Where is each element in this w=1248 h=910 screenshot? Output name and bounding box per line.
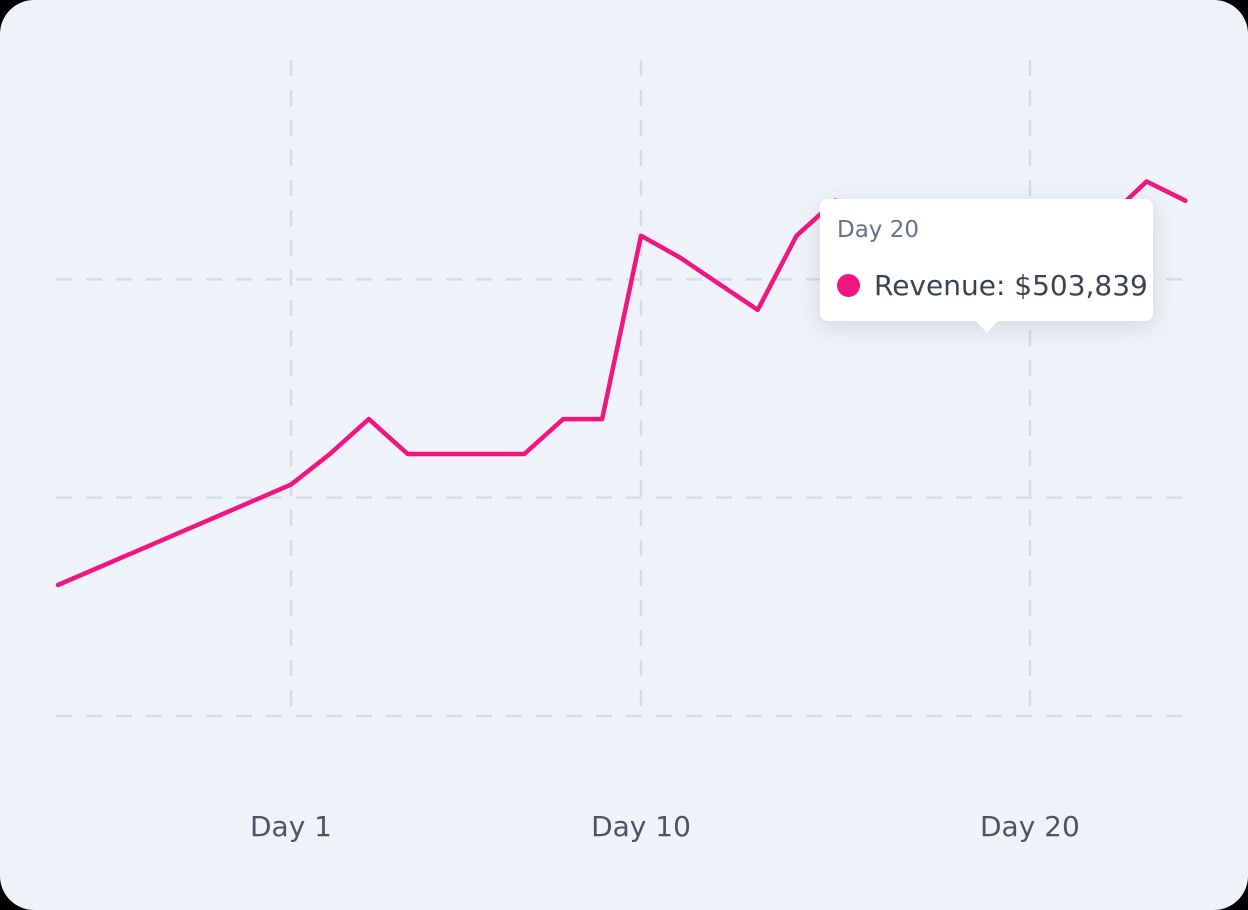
x-axis-ticks: Day 1 Day 10 Day 20: [250, 810, 1080, 843]
series-color-dot-icon: [837, 273, 860, 297]
grid-layer: [56, 60, 1195, 718]
tooltip-value: Revenue: $503,839: [874, 268, 1148, 302]
chart-tooltip: Day 20 Revenue: $503,839: [820, 199, 1153, 333]
x-tick-label: Day 1: [250, 810, 332, 843]
tooltip-row: Revenue: $503,839: [837, 265, 1148, 305]
x-tick-label: Day 10: [591, 810, 691, 843]
x-tick-label: Day 20: [980, 810, 1080, 843]
tooltip-title: Day 20: [837, 217, 919, 243]
